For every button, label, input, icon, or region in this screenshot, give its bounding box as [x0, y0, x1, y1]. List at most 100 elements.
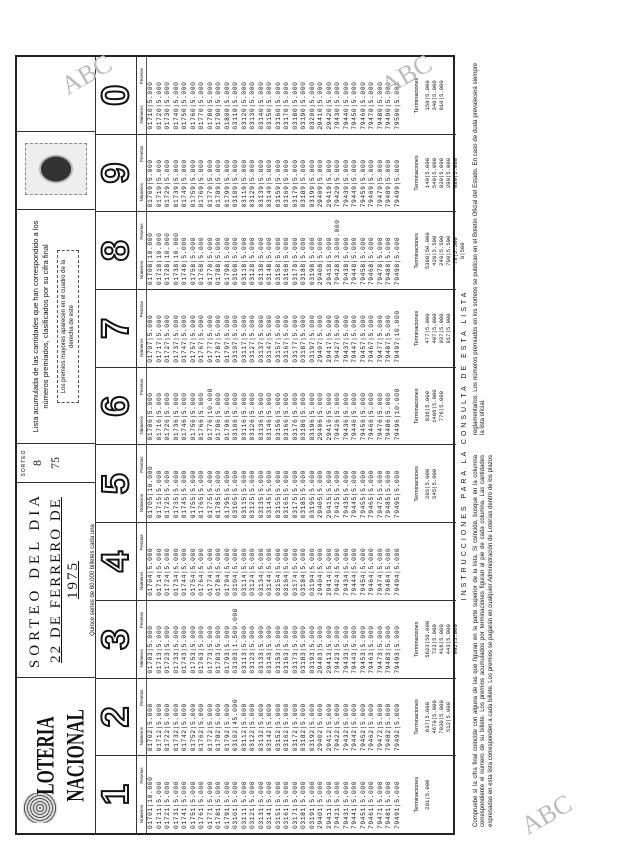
table-row: 01770|5.000: [198, 81, 205, 130]
table-row: 01736|5.000: [172, 392, 180, 441]
table-row: 03185|5.000: [300, 470, 307, 519]
table-row: 79498|5.000: [393, 236, 401, 286]
table-row: 01708|10.000: [147, 232, 154, 286]
table-row: 01712|5.000: [155, 703, 163, 752]
table-row: 79454|5.000: [359, 547, 367, 596]
table-row: 79445|5.000: [351, 470, 358, 519]
table-row: 01771|5.000: [206, 780, 214, 829]
table-row: 01732|5.000: [172, 703, 180, 752]
draw-date: 22 DE FERRERO DE 1975: [48, 497, 81, 663]
table-row: 01721|5.000: [164, 780, 171, 829]
table-row: 79469|5.000: [368, 159, 375, 208]
table-row: 03162|5.000: [283, 703, 290, 752]
table-row: 01750|5.000: [181, 81, 188, 130]
table-row: 03140|5.000: [257, 81, 265, 130]
column-digit-9: 9 Números Pesetas 01709|5.000 01719|5.000 01…: [94, 133, 459, 212]
column-labels: Números Pesetas: [137, 678, 147, 756]
table-row: 01749|5.000: [181, 159, 188, 208]
table-row: 01704|5.000: [147, 547, 154, 596]
table-row: 01790|5.000: [215, 81, 222, 130]
table-row: 79430|5.000: [334, 81, 341, 130]
table-row: 79451|5.000: [359, 780, 367, 829]
table-row: 79423|5.000: [334, 625, 341, 674]
terminacion-row: 4670|5.000: [431, 700, 438, 734]
table-row: 03166|5.000: [283, 392, 290, 441]
table-row: 03167|5.000: [283, 314, 290, 363]
table-row: 79460|5.000: [359, 81, 367, 130]
table-row: 79495|5.000: [393, 470, 401, 519]
terminacion-row: 836|5.000: [424, 391, 431, 422]
terminacion-row: 201|5.000: [424, 779, 431, 810]
notice-block: Lista acumulada de las cantidades que ha…: [17, 209, 95, 443]
table-row: 01785|5.000: [215, 470, 222, 519]
digit-header: 9: [94, 134, 138, 212]
table-row: 03191|5.000: [308, 780, 316, 829]
table-row: 29410|5.000: [317, 81, 324, 130]
table-row: 79422|5.000: [334, 703, 341, 752]
table-row: 79474|5.000: [376, 547, 384, 596]
table-row: 29406|5.000: [317, 392, 324, 441]
terminacion-row: 1406|5.000: [431, 389, 438, 423]
table-row: 03131|5.000: [257, 780, 265, 829]
table-row: 79457|5.000: [359, 314, 367, 363]
sorteo-number: 8: [30, 460, 44, 466]
table-row: 01751|5.000: [189, 780, 197, 829]
table-row: 01793|5.000: [223, 625, 231, 674]
table-row: 03200|5.000: [308, 81, 316, 130]
terminacion-row: 7830|5.000: [438, 700, 445, 734]
table-row: 03136|5.000: [257, 392, 265, 441]
table-row: 79493|5.000: [393, 625, 401, 674]
table-row: 79432|5.000: [342, 703, 350, 752]
terminaciones-label: Terminaciones: [414, 310, 420, 347]
table-row: 01752|5.000: [189, 703, 197, 752]
table-row: 03118|5.000: [240, 236, 248, 286]
table-row: 03134|5.000: [257, 547, 265, 596]
table-row: 01740|5.000: [172, 81, 180, 130]
column-digit-1: 1 Números Pesetas 01701|10.000 01711|5.000 0…: [94, 755, 456, 833]
digit-header: 8: [94, 212, 138, 290]
table-row: 03156|5.000: [274, 392, 282, 441]
table-row: 01781|5.000: [215, 780, 222, 829]
column-labels: Números Pesetas: [137, 212, 147, 290]
table-row: 03132|5.000: [257, 703, 265, 752]
table-row: 01714|5.000: [155, 547, 163, 596]
pesetas-label: Pesetas: [139, 68, 144, 85]
table-row: 03107|5.000: [232, 314, 239, 363]
table-row: 01792|5.000: [223, 703, 231, 752]
table-row: 79492|5.000: [393, 703, 401, 752]
table-row: 01745|5.000: [181, 470, 188, 519]
terminacion-row: 78|5.500: [452, 237, 459, 265]
terminacion-row: 992|5.000: [452, 624, 459, 655]
table-row: 79427|5.000: [334, 314, 341, 363]
table-row: 01778|5.000: [206, 236, 214, 286]
table-row: 79434|5.000: [342, 547, 350, 596]
table-row: 01777|5.000: [206, 314, 214, 363]
terminaciones-label: Terminaciones: [414, 233, 420, 269]
table-row: 03138|5.000: [257, 236, 265, 286]
notice-box-text: Los premios mayores aparecen en el cuadr…: [57, 250, 79, 403]
pesetas-label: Pesetas: [139, 611, 144, 629]
table-row: 79481|5.000: [385, 780, 392, 829]
table-row: 29404|5.000: [317, 547, 324, 596]
table-row: 79446|5.000: [351, 392, 358, 441]
table-row: 01724|5.000: [164, 547, 171, 596]
table-row: 29401|5.000: [317, 780, 324, 829]
table-row: 03177|5.000: [291, 314, 299, 363]
column-labels: Números Pesetas: [137, 445, 147, 523]
table-row: 03146|5.000: [266, 392, 273, 441]
terminaciones-block: Terminaciones 205|5.000 545|5.000: [414, 445, 438, 522]
table-row: 01782|5.000: [215, 703, 222, 752]
table-row: 29407|5.000: [317, 314, 324, 363]
table-row: 79499|5.000: [393, 159, 401, 208]
terminacion-row: 910|5.000: [438, 80, 445, 111]
terminacion-row: 817|5.000: [445, 313, 452, 344]
table-row: 01735|5.000: [172, 470, 180, 519]
table-row: 01769|5.000: [198, 159, 205, 208]
table-row: 01755|5.000: [189, 470, 197, 519]
brand-title: LOTERIA NACIONAL: [31, 709, 90, 802]
table-row: 03163|5.000: [283, 625, 290, 674]
table-row: 03135|5.000: [257, 470, 265, 519]
digit-header: 7: [94, 290, 138, 367]
table-row: 79465|5.000: [368, 470, 375, 519]
sorteo-number-box: SORTEO 8 75: [17, 443, 95, 482]
